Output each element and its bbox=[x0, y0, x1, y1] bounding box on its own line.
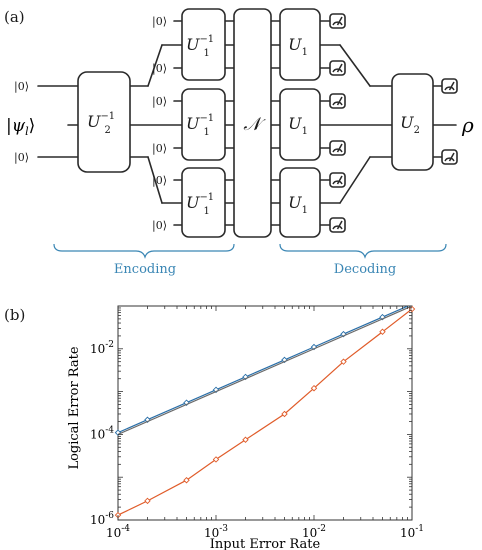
gate-subscript: 1 bbox=[203, 127, 209, 138]
input-state-label: |ψl⟩ bbox=[6, 116, 35, 138]
ket-zero-label: |0⟩ bbox=[152, 219, 167, 233]
u1-label: U1 bbox=[288, 114, 308, 137]
gate-superscript: −1 bbox=[199, 192, 214, 203]
measurement-meter-icon bbox=[329, 93, 346, 109]
u1-inverse-label: U−1 1 bbox=[186, 34, 214, 59]
gate-base: U bbox=[186, 193, 200, 212]
series-2-point bbox=[242, 436, 249, 443]
series-2-point bbox=[310, 384, 318, 392]
noise-channel-gate bbox=[233, 8, 272, 238]
x-tick-label: 10-1 bbox=[400, 524, 424, 540]
u2-gate bbox=[391, 73, 434, 171]
series-2-point bbox=[340, 358, 347, 365]
measurement-meter-icon bbox=[329, 13, 346, 29]
ket-zero-label: |0⟩ bbox=[152, 62, 167, 76]
u1-inverse-gate-top bbox=[181, 8, 226, 81]
logical-error-rate-chart: 10-4 10-3 10-2 10-110-610-410-2 Input Error… bbox=[67, 305, 424, 550]
u1-gate-bottom bbox=[279, 167, 321, 238]
series-2-point bbox=[144, 497, 151, 505]
input-state-close: ⟩ bbox=[29, 116, 36, 136]
gate-base: U bbox=[288, 35, 302, 54]
u1-inverse-gate-middle bbox=[181, 88, 226, 161]
encoding-brace bbox=[53, 243, 235, 259]
u2-inverse-label: U−1 2 bbox=[87, 111, 115, 136]
x-tick-label: 10-2 bbox=[302, 524, 326, 540]
x-axis-label: Input Error Rate bbox=[210, 537, 321, 550]
gate-superscript: −1 bbox=[100, 111, 115, 122]
series-1-line bbox=[118, 306, 410, 434]
u1-inverse-gate-bottom bbox=[181, 167, 226, 238]
gate-base: U bbox=[288, 193, 302, 212]
u2-inverse-gate bbox=[77, 71, 131, 173]
gate-subscript: 1 bbox=[302, 205, 308, 216]
measurement-meter-icon bbox=[329, 140, 346, 156]
u1-label: U1 bbox=[288, 35, 308, 58]
u1-label: U1 bbox=[288, 193, 308, 216]
gate-base: U bbox=[87, 112, 101, 131]
series-2-line bbox=[118, 308, 412, 516]
u2-label: U2 bbox=[400, 113, 420, 136]
gate-base: U bbox=[186, 35, 200, 54]
ket-zero-label: |0⟩ bbox=[14, 80, 29, 94]
series-2-point bbox=[183, 476, 190, 484]
y-tick-label: 10-2 bbox=[90, 340, 114, 356]
gate-subscript: 1 bbox=[203, 206, 209, 217]
input-state-subscript: l bbox=[25, 125, 29, 138]
measurement-meter-icon bbox=[441, 149, 458, 165]
gate-subscript: 2 bbox=[104, 125, 110, 136]
series-1-point bbox=[242, 373, 249, 381]
x-tick-label: 10-3 bbox=[204, 524, 228, 540]
x-tick-label: 10-4 bbox=[106, 524, 130, 540]
gate-subscript: 1 bbox=[302, 126, 308, 137]
series-2-point bbox=[379, 328, 386, 336]
u1-inverse-label: U−1 1 bbox=[186, 192, 214, 217]
gate-superscript: −1 bbox=[199, 34, 214, 45]
gate-base: U bbox=[400, 113, 414, 132]
series-2-point bbox=[281, 410, 288, 418]
output-state-label: ρ bbox=[461, 113, 474, 137]
decoding-brace bbox=[279, 243, 447, 259]
u1-inverse-label: U−1 1 bbox=[186, 113, 214, 138]
gate-subscript: 2 bbox=[414, 125, 420, 136]
encoding-decoding-circuit: |0⟩ |0⟩ |0⟩ |0⟩ |0⟩ |0⟩ |0⟩ |0⟩ |ψl⟩ U−1… bbox=[6, 8, 474, 277]
gate-base: U bbox=[288, 114, 302, 133]
panel-a-label: (a) bbox=[4, 8, 25, 26]
gate-subscript: 1 bbox=[302, 47, 308, 58]
ket-zero-label: |0⟩ bbox=[14, 151, 29, 165]
measurement-meter-icon bbox=[441, 78, 458, 94]
measurement-meters bbox=[329, 13, 458, 233]
input-state-ket: |ψ bbox=[6, 116, 26, 136]
ket-zero-label: |0⟩ bbox=[152, 174, 167, 188]
u1-gate-middle bbox=[279, 88, 321, 161]
series-1-point bbox=[340, 330, 347, 338]
y-tick-label: 10-4 bbox=[90, 425, 114, 441]
y-axis-label: Logical Error Rate bbox=[67, 346, 82, 469]
u1-gate-top bbox=[279, 8, 321, 81]
series-3-line bbox=[118, 306, 412, 435]
measurement-meter-icon bbox=[329, 172, 346, 188]
y-tick-label: 10-6 bbox=[90, 511, 114, 527]
series-2-point bbox=[212, 456, 220, 463]
gate-superscript: −1 bbox=[199, 113, 214, 124]
gate-base: U bbox=[186, 114, 200, 133]
decoding-label: Decoding bbox=[334, 262, 396, 277]
gate-subscript: 1 bbox=[203, 48, 209, 59]
ket-zero-label: |0⟩ bbox=[152, 95, 167, 109]
ket-zero-label: |0⟩ bbox=[152, 15, 167, 29]
measurement-meter-icon bbox=[329, 217, 346, 233]
ket-zero-label: |0⟩ bbox=[152, 142, 167, 156]
measurement-meter-icon bbox=[329, 60, 346, 76]
encoding-label: Encoding bbox=[114, 262, 176, 277]
panel-b-label: (b) bbox=[4, 306, 26, 324]
